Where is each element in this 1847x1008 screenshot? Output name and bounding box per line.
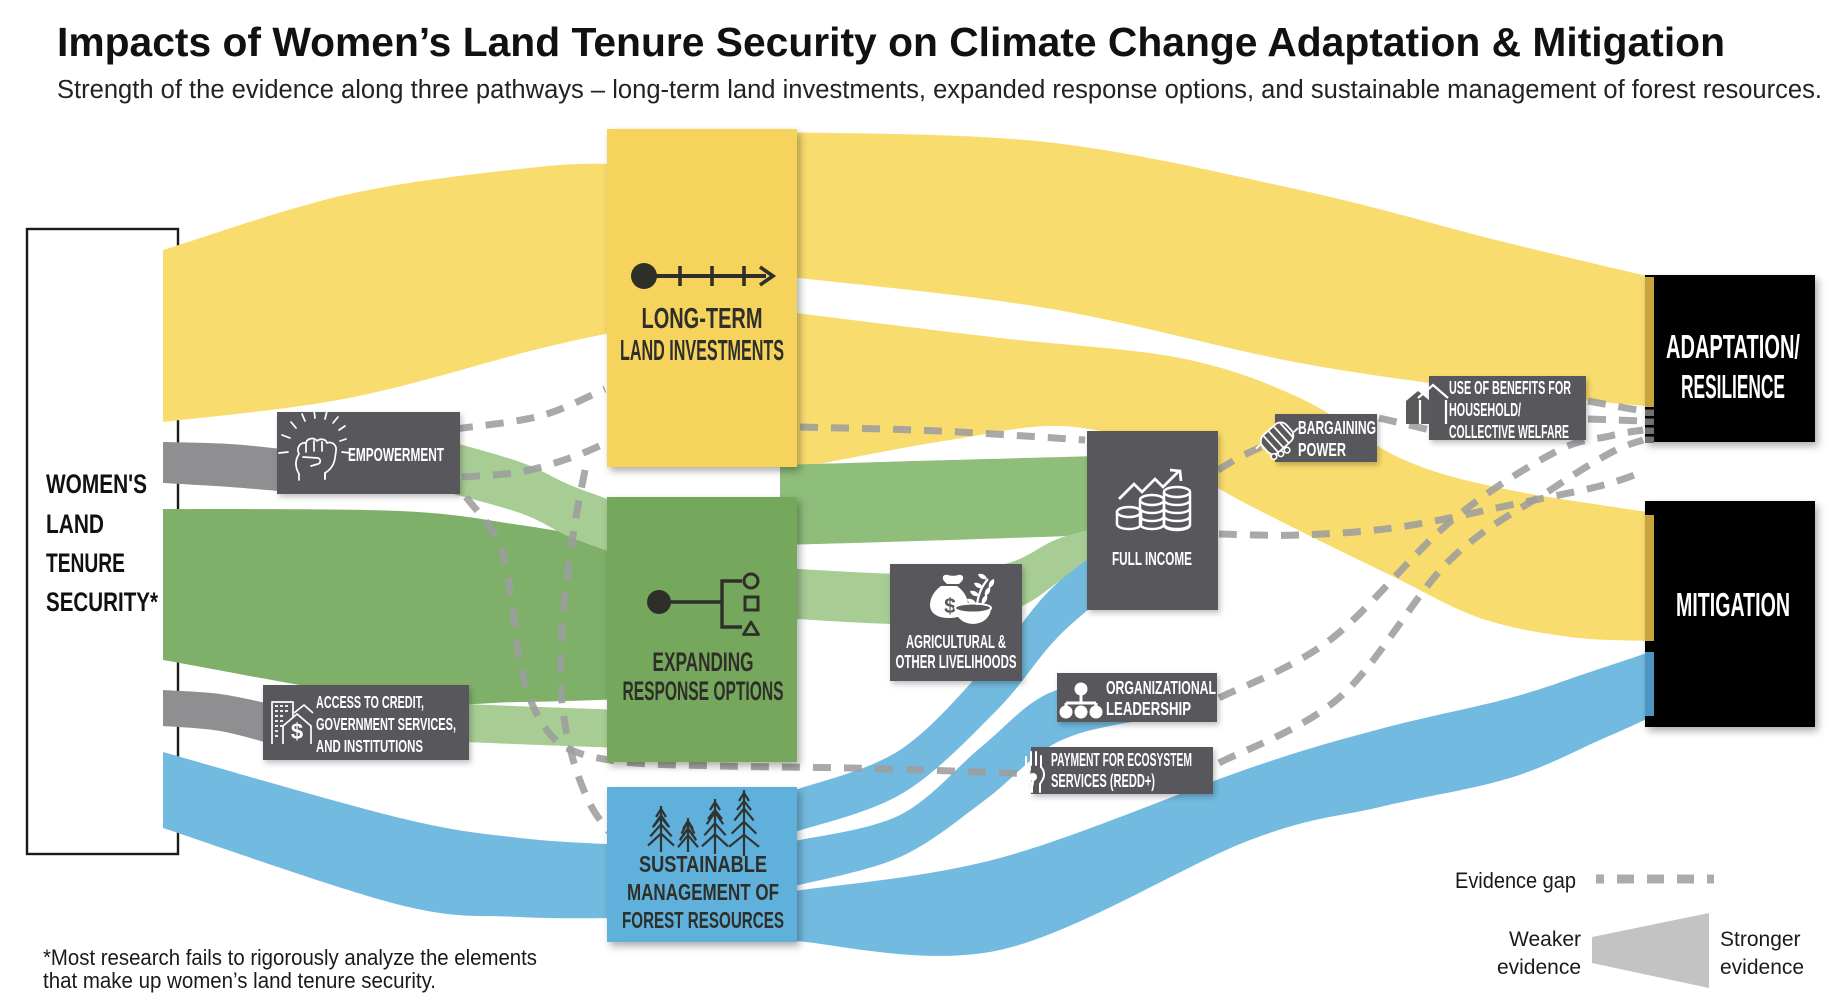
svg-text:Strength of the evidence along: Strength of the evidence along three pat… [57, 76, 1822, 104]
svg-text:MITIGATION: MITIGATION [1676, 586, 1790, 623]
svg-text:AGRICULTURAL &: AGRICULTURAL & [906, 631, 1006, 652]
svg-text:RESILIENCE: RESILIENCE [1681, 368, 1785, 405]
svg-text:HOUSEHOLD/: HOUSEHOLD/ [1449, 399, 1521, 420]
svg-text:POWER: POWER [1298, 439, 1346, 460]
svg-text:COLLECTIVE WELFARE: COLLECTIVE WELFARE [1449, 421, 1569, 442]
svg-text:EXPANDING: EXPANDING [653, 647, 754, 677]
svg-text:Impacts of Women’s Land Tenure: Impacts of Women’s Land Tenure Security … [57, 19, 1725, 65]
svg-text:OTHER LIVELIHOODS: OTHER LIVELIHOODS [896, 651, 1017, 672]
svg-text:USE OF BENEFITS FOR: USE OF BENEFITS FOR [1449, 377, 1571, 398]
svg-text:FULL INCOME: FULL INCOME [1112, 548, 1192, 569]
svg-text:that make up women’s land tenu: that make up women’s land tenure securit… [43, 968, 436, 993]
svg-text:SUSTAINABLE: SUSTAINABLE [639, 851, 767, 877]
svg-text:Evidence gap: Evidence gap [1455, 868, 1576, 893]
svg-text:PAYMENT FOR ECOSYSTEM: PAYMENT FOR ECOSYSTEM [1051, 749, 1192, 770]
svg-text:TENURE: TENURE [46, 548, 125, 578]
svg-text:$: $ [944, 595, 956, 618]
svg-text:LAND INVESTMENTS: LAND INVESTMENTS [620, 335, 784, 367]
svg-text:BARGAINING: BARGAINING [1298, 417, 1376, 438]
svg-text:WOMEN'S: WOMEN'S [46, 469, 147, 499]
svg-text:EMPOWERMENT: EMPOWERMENT [348, 444, 444, 465]
svg-text:Stronger: Stronger [1720, 928, 1801, 951]
svg-text:AND INSTITUTIONS: AND INSTITUTIONS [316, 736, 423, 756]
svg-text:FOREST RESOURCES: FOREST RESOURCES [622, 907, 784, 933]
svg-text:Weaker: Weaker [1509, 928, 1581, 951]
svg-text:RESPONSE OPTIONS: RESPONSE OPTIONS [623, 676, 784, 706]
svg-text:ORGANIZATIONAL: ORGANIZATIONAL [1106, 677, 1216, 698]
svg-text:evidence: evidence [1497, 956, 1581, 979]
svg-text:ACCESS TO CREDIT,: ACCESS TO CREDIT, [316, 692, 424, 712]
svg-text:SERVICES (REDD+): SERVICES (REDD+) [1051, 770, 1155, 791]
svg-text:MANAGEMENT OF: MANAGEMENT OF [627, 879, 779, 905]
svg-text:evidence: evidence [1720, 956, 1804, 979]
svg-text:LEADERSHIP: LEADERSHIP [1106, 698, 1191, 719]
svg-text:GOVERNMENT SERVICES,: GOVERNMENT SERVICES, [316, 714, 456, 734]
svg-text:LAND: LAND [46, 509, 104, 539]
svg-text:*Most research fails to rigoro: *Most research fails to rigorously analy… [43, 945, 537, 970]
svg-text:ADAPTATION/: ADAPTATION/ [1666, 328, 1800, 365]
svg-text:$: $ [291, 719, 303, 744]
svg-text:LONG-TERM: LONG-TERM [642, 303, 763, 335]
svg-text:SECURITY*: SECURITY* [46, 587, 159, 617]
